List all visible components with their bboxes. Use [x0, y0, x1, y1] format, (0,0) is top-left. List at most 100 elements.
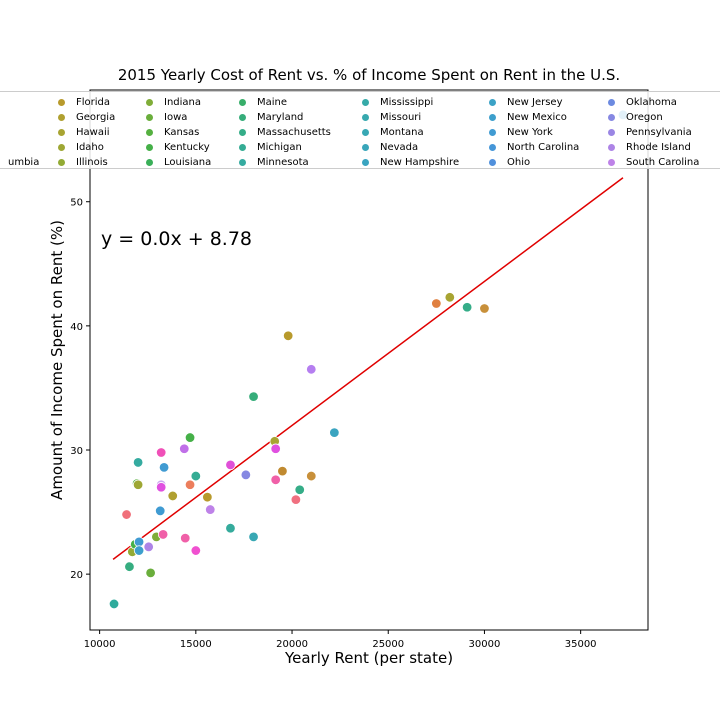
legend-swatch: [608, 99, 615, 106]
legend-item: Missouri: [358, 110, 459, 125]
scatter-point: [225, 523, 236, 534]
scatter-point: [124, 561, 135, 572]
legend-swatch: [239, 99, 246, 106]
scatter-point: [133, 545, 145, 556]
x-tick-label: 25000: [372, 639, 404, 650]
scatter-point: [190, 545, 202, 556]
y-tick-label: 30: [70, 446, 83, 457]
scatter-point: [167, 490, 178, 502]
legend-item: Illinois: [54, 155, 115, 168]
legend-label: Louisiana: [164, 157, 212, 168]
legend-label: Illinois: [76, 157, 108, 168]
scatter-points: [108, 109, 629, 610]
scatter-point: [329, 427, 340, 438]
legend-swatch: [362, 114, 369, 121]
y-tick-label: 50: [70, 198, 83, 209]
scatter-point: [240, 469, 252, 481]
legend-swatch: [489, 159, 496, 166]
legend-swatch: [58, 114, 65, 121]
scatter-point: [306, 470, 317, 482]
legend-label: New York: [507, 127, 553, 138]
legend-item: North Carolina: [485, 140, 579, 155]
legend-item: New Jersey: [485, 95, 579, 110]
legend-swatch: [489, 114, 496, 121]
legend-label: Maine: [257, 97, 288, 108]
y-axis-label: Amount of Income Spent on Rent (%): [48, 220, 66, 500]
legend-item: Pennsylvania: [604, 125, 699, 140]
legend-label: Michigan: [257, 142, 302, 153]
scatter-point: [248, 391, 259, 402]
legend-item: New Hampshire: [358, 155, 459, 168]
legend-swatch: [58, 99, 65, 106]
x-tick-label: 35000: [565, 639, 597, 650]
scatter-point: [306, 364, 317, 375]
scatter-point: [155, 505, 166, 517]
legend-swatch: [239, 159, 246, 166]
legend-label: Missouri: [380, 112, 422, 123]
legend-item: Kentucky: [142, 140, 211, 155]
legend-swatch: [146, 159, 153, 166]
legend-label: Idaho: [76, 142, 104, 153]
legend-item: Indiana: [142, 95, 211, 110]
legend-label: Georgia: [76, 112, 116, 123]
legend-item: Iowa: [142, 110, 211, 125]
scatter-point: [202, 491, 213, 503]
legend-column: Indiana Iowa Kansas Kentucky Louisiana: [142, 95, 212, 168]
legend-column: Oklahoma Oregon Pennsylvania Rhode Island So…: [604, 95, 700, 168]
legend-swatch: [608, 114, 615, 121]
scatter-point: [444, 292, 456, 303]
legend-item: Massachusetts: [235, 125, 331, 140]
y-tick-label: 20: [70, 570, 83, 581]
legend-label: Rhode Island: [626, 142, 691, 153]
legend-item: Maryland: [235, 110, 331, 125]
scatter-point: [290, 494, 302, 505]
legend-label: Iowa: [164, 112, 188, 123]
scatter-point: [205, 504, 216, 515]
x-axis-label: Yearly Rent (per state): [284, 649, 453, 667]
legend-label: Indiana: [164, 97, 202, 108]
legend-column: Maine Maryland Massachusetts Michigan Minnes…: [235, 95, 331, 168]
legend-item: Georgia: [54, 110, 115, 125]
legend-swatch: [146, 129, 153, 136]
legend-item: Michigan: [235, 140, 331, 155]
legend-label: Florida: [76, 97, 111, 108]
legend-column: New Jersey New Mexico New York North Caroli…: [485, 95, 579, 168]
scatter-point: [184, 432, 196, 443]
legend-label: Mississippi: [380, 97, 434, 108]
chart-title: 2015 Yearly Cost of Rent vs. % of Income…: [118, 66, 620, 84]
legend-label: Kentucky: [164, 142, 210, 153]
legend-swatch: [146, 114, 153, 121]
scatter-point: [155, 482, 167, 493]
legend-item: Nevada: [358, 140, 459, 155]
legend-item: Oregon: [604, 110, 699, 125]
legend-item: Ohio: [485, 155, 579, 168]
legend-swatch: [58, 129, 65, 136]
legend-item: Rhode Island: [604, 140, 699, 155]
legend-swatch: [489, 99, 496, 106]
legend: umbia Florida Georgia Hawaii Idaho Illinois In…: [0, 91, 720, 169]
scatter-point: [431, 298, 442, 309]
scatter-point: [282, 330, 294, 341]
legend-column: umbia: [0, 155, 40, 168]
legend-swatch: [362, 129, 369, 136]
y-tick-label: 40: [70, 322, 83, 333]
legend-label: umbia: [8, 157, 40, 168]
legend-column: Florida Georgia Hawaii Idaho Illinois: [54, 95, 115, 168]
x-tick-label: 20000: [276, 639, 308, 650]
scatter-point: [461, 302, 473, 313]
legend-label: South Carolina: [626, 157, 700, 168]
legend-swatch: [58, 159, 65, 166]
scatter-point: [190, 470, 202, 482]
scatter-point: [143, 541, 154, 553]
x-axis-ticks: 10000 15000 20000 25000 30000 35000: [84, 630, 597, 650]
scatter-point: [294, 484, 305, 495]
legend-swatch: [146, 144, 153, 151]
legend-swatch: [362, 144, 369, 151]
legend-label: Maryland: [257, 112, 304, 123]
legend-item: Mississippi: [358, 95, 459, 110]
legend-item: umbia: [0, 155, 40, 168]
regression-layer: [112, 177, 624, 560]
scatter-point: [479, 303, 490, 314]
x-tick-label: 30000: [469, 639, 501, 650]
